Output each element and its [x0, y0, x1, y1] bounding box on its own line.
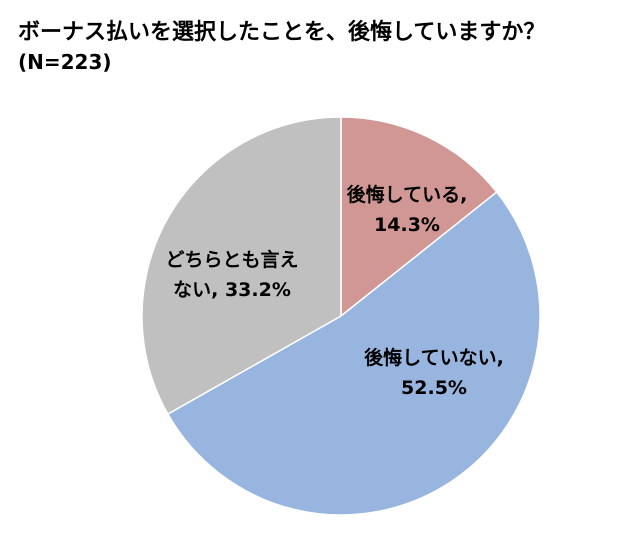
slice-label-2: 後悔していない, 52.5%	[364, 346, 504, 399]
chart-title: ボーナス払いを選択したことを、後悔していますか？	[18, 20, 546, 45]
pie-slice-1	[340, 116, 498, 318]
slice-label-1: 後悔している, 14.3%	[347, 183, 468, 236]
pie-slice-3	[141, 116, 342, 416]
pie-slice-2	[166, 191, 541, 516]
chart-subtitle: (N=223)	[18, 50, 112, 74]
slice-label-3: どちらとも言えない, 33.2%	[165, 248, 298, 301]
